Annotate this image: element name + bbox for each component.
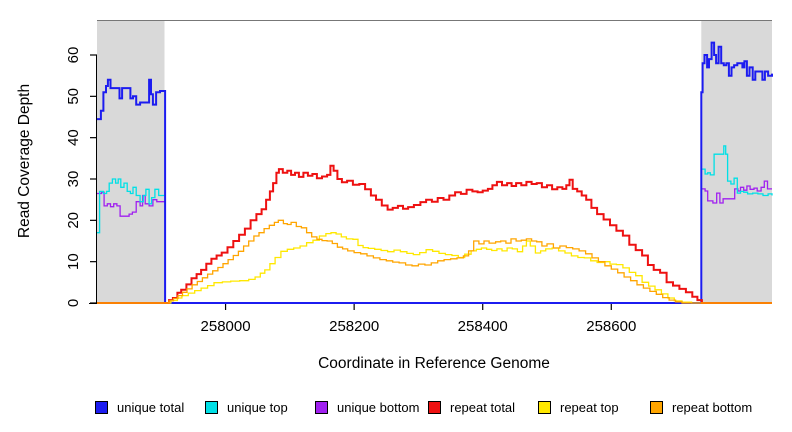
legend-label: repeat bottom [672, 399, 753, 415]
legend-swatch [205, 400, 218, 414]
legend-item-repeat-total: repeat total [428, 399, 515, 415]
y-tick-label: 60 [65, 47, 82, 64]
y-tick-label: 50 [65, 88, 82, 105]
y-tick-label: 10 [65, 253, 82, 270]
legend-swatch [95, 400, 108, 414]
legend-item-unique-total: unique total [95, 399, 184, 415]
legend-label: repeat top [560, 399, 619, 415]
legend-swatch [650, 400, 663, 414]
legend-label: unique top [227, 399, 288, 415]
legend: unique total unique top unique bottom repea… [0, 399, 792, 419]
legend-label: unique total [117, 399, 185, 415]
x-tick-label: 258000 [201, 318, 251, 335]
legend-label: unique bottom [337, 399, 420, 415]
series-lines [97, 41, 773, 304]
series-unique-total [97, 41, 773, 304]
shaded-region [97, 20, 165, 303]
y-tick-label: 20 [65, 212, 82, 229]
series-repeat-top [97, 232, 772, 304]
legend-item-unique-top: unique top [205, 399, 288, 415]
legend-item-repeat-bottom: repeat bottom [650, 399, 752, 415]
legend-swatch [315, 400, 328, 414]
y-axis-title: Read Coverage Depth [16, 84, 33, 238]
legend-item-unique-bottom: unique bottom [315, 399, 419, 415]
shaded-regions [97, 20, 772, 303]
x-tick-label: 258600 [586, 318, 636, 335]
series-repeat-bottom [97, 219, 772, 304]
legend-item-repeat-top: repeat top [538, 399, 619, 415]
y-tick-label: 30 [65, 171, 82, 188]
legend-label: repeat total [450, 399, 516, 415]
shaded-region [701, 20, 772, 303]
x-axis-title: Coordinate in Reference Genome [318, 355, 550, 372]
y-tick-label: 0 [65, 299, 82, 307]
axes: 258000 258200 258400 258600 0 10 20 30 40 50 60 [65, 20, 772, 335]
x-tick-label: 258200 [329, 318, 379, 335]
series-unique-top [97, 145, 773, 304]
series-repeat-total [97, 164, 772, 304]
y-tick-label: 40 [65, 129, 82, 146]
x-tick-label: 258400 [458, 318, 508, 335]
series-unique-bottom [97, 180, 772, 304]
legend-swatch [538, 400, 551, 414]
legend-swatch [428, 400, 441, 414]
